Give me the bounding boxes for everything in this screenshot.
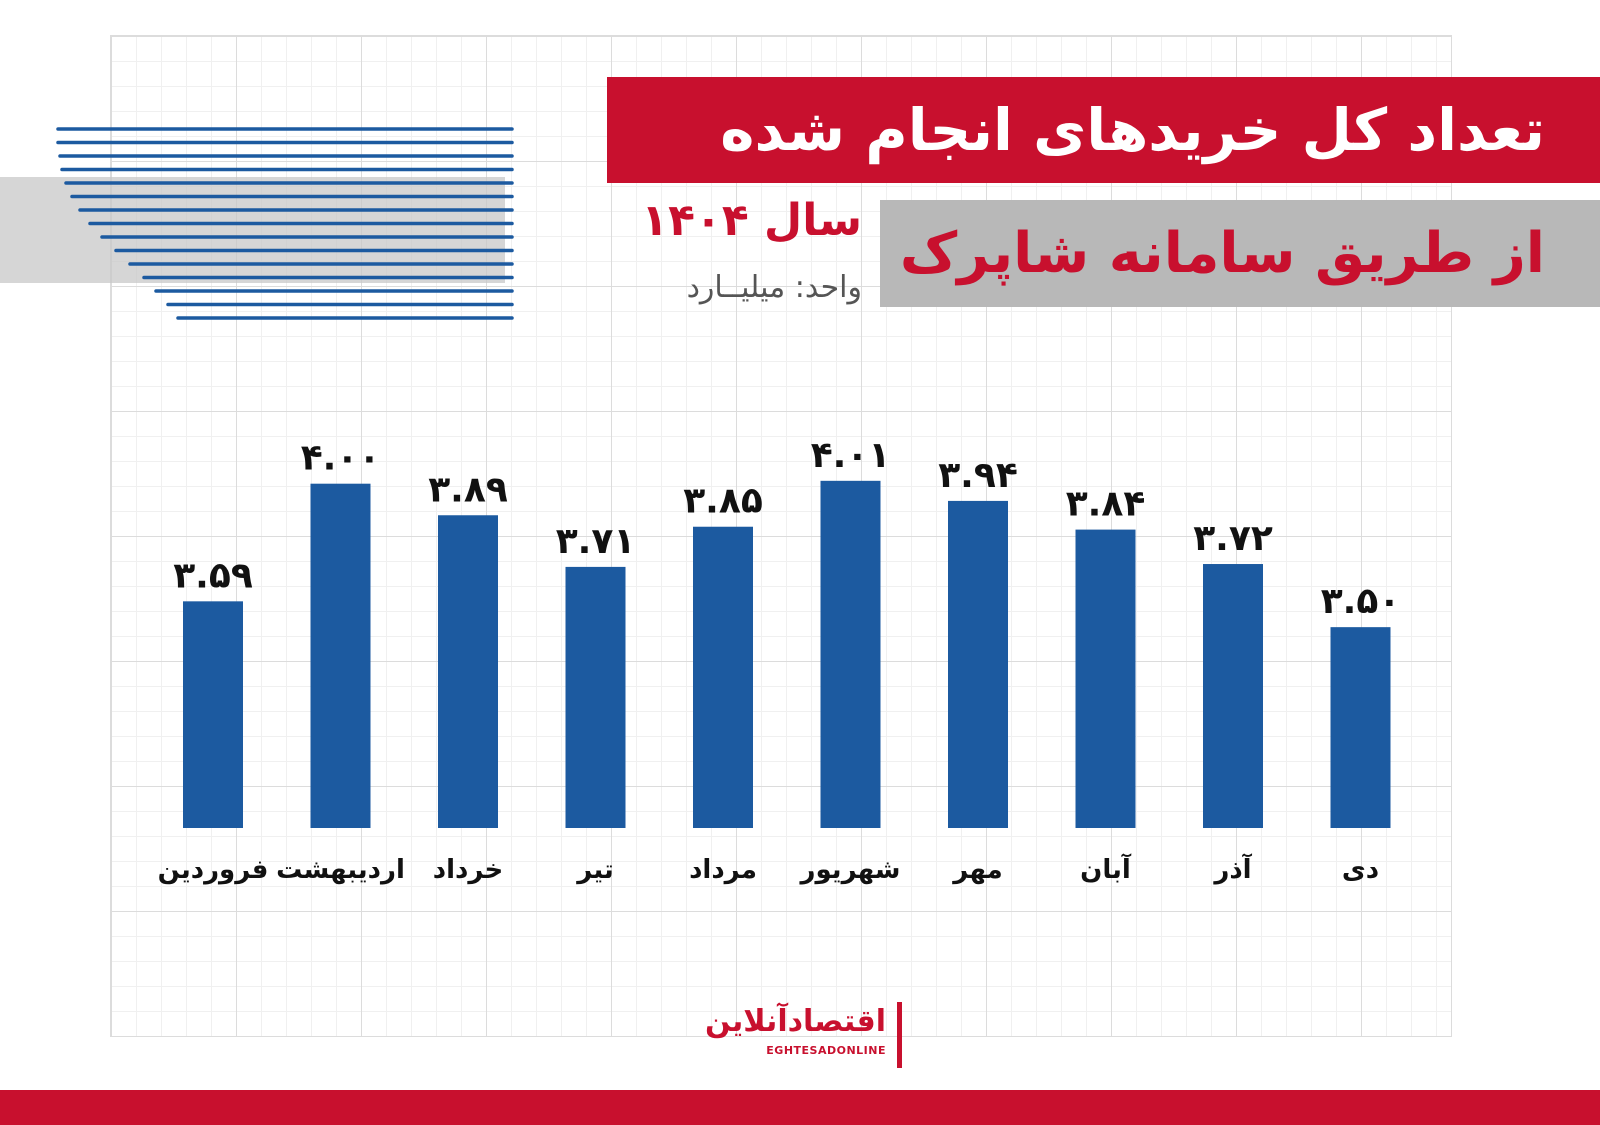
year-label: سال ۱۴۰۴ [641, 195, 862, 246]
category-label: خرداد [433, 855, 504, 885]
data-label: ۳.۸۴ [1066, 484, 1146, 525]
category-label: شهریور [799, 855, 901, 885]
category-label: مرداد [689, 855, 757, 885]
data-label: ۳.۸۵ [683, 481, 763, 522]
brand-bar-icon [897, 1002, 902, 1068]
chart-title: تعداد کل خریدهای انجام شده [720, 96, 1545, 164]
unit-label: واحد: میلیــارد [686, 270, 862, 305]
category-label: آبان [1080, 853, 1132, 885]
data-label: ۳.۵۰ [1321, 581, 1401, 622]
data-label: ۳.۵۹ [173, 555, 253, 596]
brand-logo: اقتصادآنلاین EGHTESADONLINE [700, 1000, 910, 1070]
bar [1203, 564, 1263, 828]
brand-latin: EGHTESADONLINE [766, 1044, 886, 1057]
bar [183, 601, 243, 828]
subtitle-banner: از طریق سامانه شاپرک [880, 200, 1600, 307]
category-label: فروردین [158, 855, 269, 885]
bar [565, 566, 626, 828]
bar [820, 480, 881, 828]
bar [948, 500, 1008, 828]
title-banner: تعداد کل خریدهای انجام شده [607, 77, 1600, 183]
data-label: ۳.۷۱ [556, 521, 636, 562]
category-label: اردیبهشت [276, 855, 405, 885]
footer-bar [0, 1090, 1600, 1125]
category-label: آذر [1212, 853, 1252, 885]
data-label: ۳.۷۲ [1193, 518, 1273, 559]
data-label: ۳.۹۴ [938, 455, 1018, 496]
bar [310, 483, 371, 828]
data-label: ۴.۰۰ [301, 438, 381, 479]
bar [1330, 627, 1391, 828]
category-label: دی [1342, 855, 1379, 885]
brand-name: اقتصادآنلاین [705, 1004, 886, 1039]
category-label: تیر [575, 855, 614, 885]
shaparak-logo-icon [56, 127, 514, 320]
bar [693, 526, 753, 828]
data-label: ۴.۰۱ [811, 435, 891, 476]
chart-subtitle: از طریق سامانه شاپرک [899, 221, 1545, 286]
bar [1075, 529, 1136, 828]
data-label: ۳.۸۹ [428, 469, 508, 510]
bar [438, 515, 498, 828]
category-label: مهر [951, 855, 1002, 885]
